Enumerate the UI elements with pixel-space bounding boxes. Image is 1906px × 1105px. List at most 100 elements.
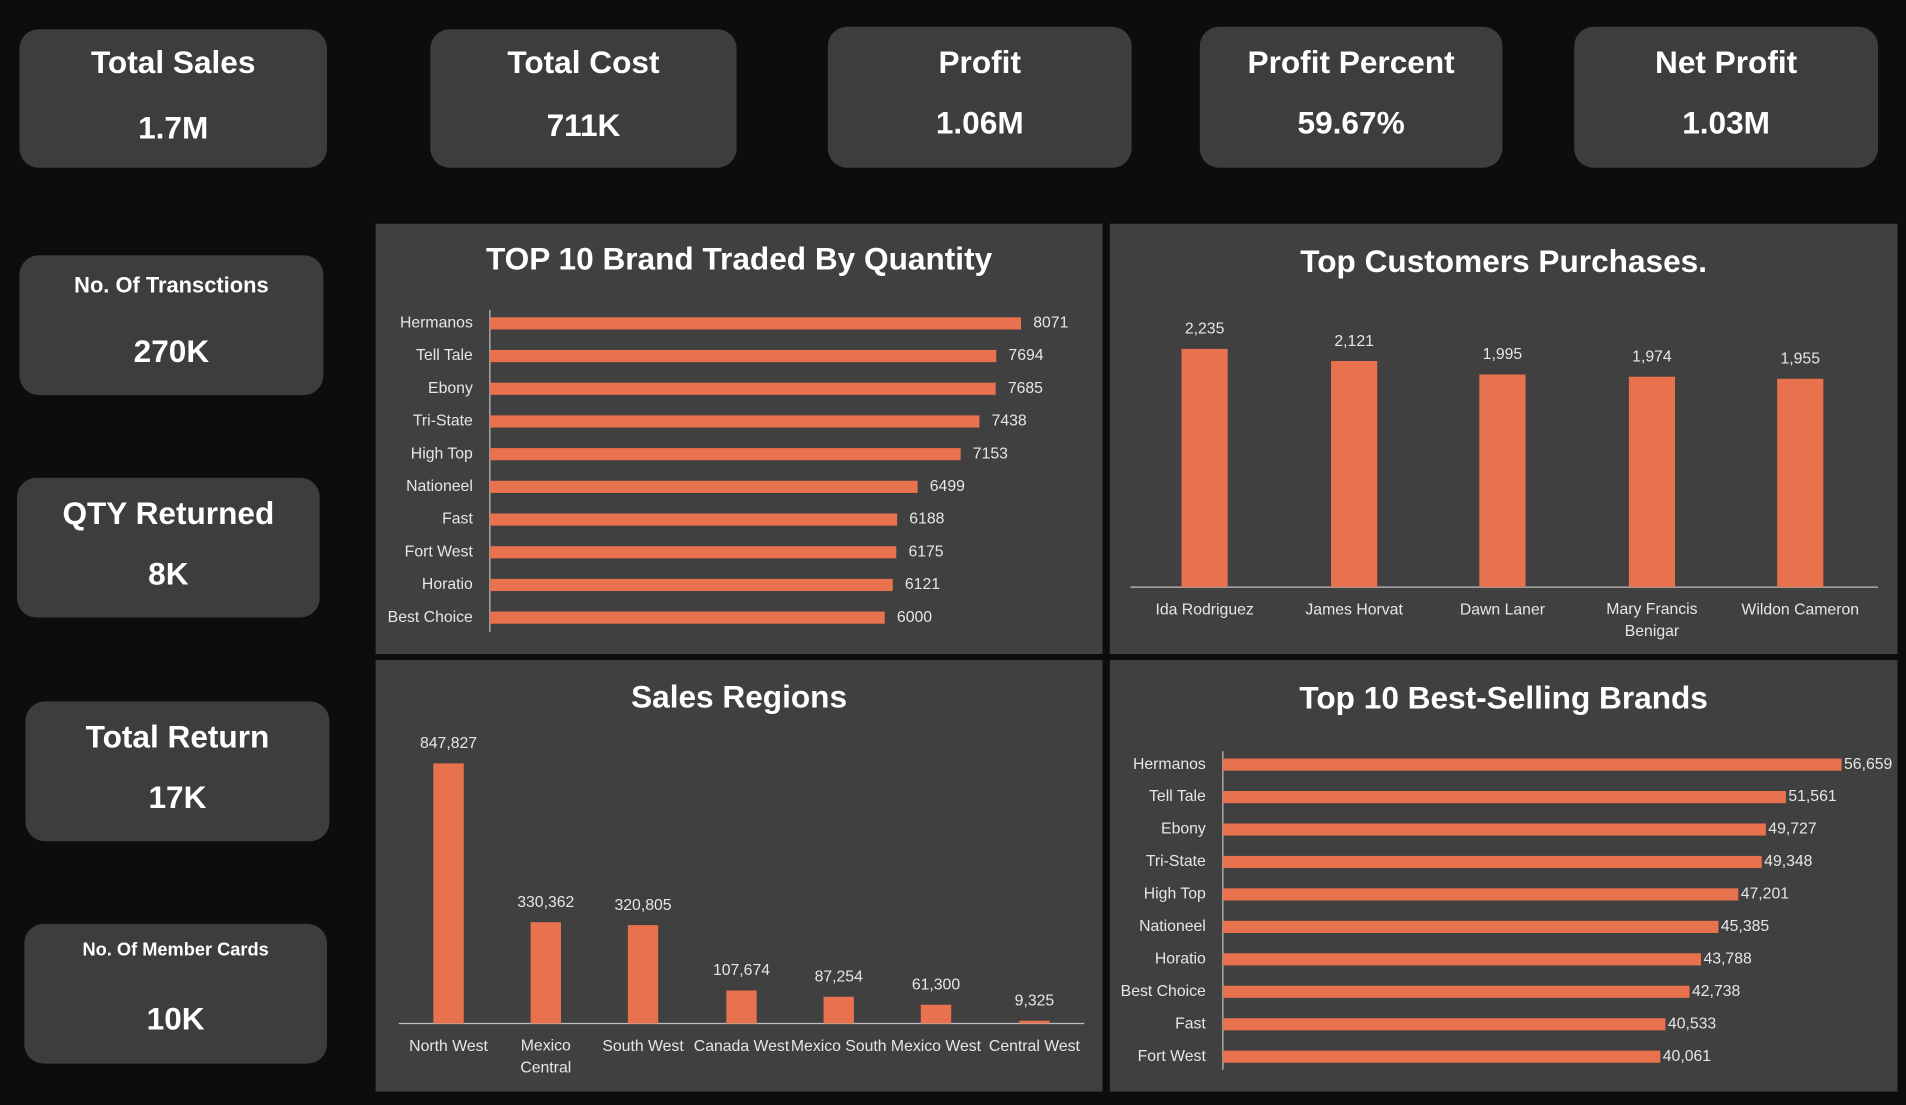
bar xyxy=(1222,985,1690,998)
bar xyxy=(489,349,997,363)
bar xyxy=(1777,378,1824,588)
kpi-card xyxy=(25,701,330,842)
bar xyxy=(1222,823,1766,836)
kpi-value: 59.67% xyxy=(1298,105,1405,141)
bar xyxy=(1628,376,1676,588)
category-label: Wildon Cameron xyxy=(1741,601,1859,618)
category-label: Nationeel xyxy=(406,478,473,495)
kpi-title: No. Of Transctions xyxy=(74,273,268,298)
chart-title: Sales Regions xyxy=(631,678,847,714)
data-label: 2,235 xyxy=(1185,321,1225,338)
category-label: James Horvat xyxy=(1305,601,1403,618)
kpi-title: Profit xyxy=(938,44,1021,80)
kpi-card xyxy=(17,477,320,618)
category-label: South West xyxy=(602,1038,684,1055)
data-label: 107,674 xyxy=(713,962,770,979)
kpi-title: Total Cost xyxy=(507,44,660,80)
data-label: 51,561 xyxy=(1788,788,1837,805)
data-label: 8071 xyxy=(1033,315,1068,332)
category-label: Mary Francis Benigar xyxy=(1606,601,1697,640)
bar xyxy=(1222,920,1719,933)
bar xyxy=(489,415,980,428)
bar xyxy=(1222,888,1739,901)
category-label: Tri-State xyxy=(413,413,473,430)
kpi-value: 1.03M xyxy=(1682,105,1770,141)
kpi-card xyxy=(19,29,327,168)
bar xyxy=(1222,790,1786,804)
category-label: Ebony xyxy=(1161,821,1206,838)
kpi-card xyxy=(19,255,324,396)
bar xyxy=(489,611,885,624)
category-label: North West xyxy=(409,1038,488,1055)
kpi-value: 17K xyxy=(148,779,206,815)
kpi-card xyxy=(827,26,1132,168)
category-label: Tell Tale xyxy=(1149,788,1206,805)
bar xyxy=(489,578,893,592)
data-label: 9,325 xyxy=(1015,992,1055,1009)
bar xyxy=(489,546,897,559)
kpi-title: Total Sales xyxy=(91,44,255,80)
category-label: Mexico West xyxy=(891,1038,982,1055)
data-label: 6188 xyxy=(909,511,944,528)
category-label: Mexico South xyxy=(791,1038,887,1055)
data-label: 1,974 xyxy=(1632,348,1672,365)
bar xyxy=(433,763,464,1024)
data-label: 6000 xyxy=(897,609,932,626)
category-label: Fort West xyxy=(1138,1048,1207,1065)
kpi-value: 8K xyxy=(148,556,189,592)
data-label: 320,805 xyxy=(614,897,671,914)
data-label: 2,121 xyxy=(1334,333,1374,350)
category-label: Ida Rodriguez xyxy=(1155,601,1253,618)
bar xyxy=(489,513,898,526)
bar xyxy=(627,925,659,1024)
kpi-card xyxy=(1199,26,1503,168)
category-label: Nationeel xyxy=(1139,918,1206,935)
data-label: 7685 xyxy=(1008,380,1043,397)
category-label: Ebony xyxy=(428,380,473,397)
bar xyxy=(1222,953,1702,966)
kpi-title: Net Profit xyxy=(1655,44,1798,80)
bar xyxy=(489,317,1022,330)
category-label: Best Choice xyxy=(1121,983,1206,1000)
category-label: Hermanos xyxy=(400,315,473,332)
category-label: Dawn Laner xyxy=(1460,601,1545,618)
bar xyxy=(1181,348,1228,588)
kpi-card xyxy=(430,29,737,168)
data-label: 6121 xyxy=(905,576,940,593)
bar xyxy=(1019,1020,1050,1024)
category-label: Central West xyxy=(989,1038,1081,1055)
category-label: Horatio xyxy=(422,576,473,593)
category-label: High Top xyxy=(1144,886,1206,903)
bar xyxy=(920,1004,952,1024)
kpi-value: 10K xyxy=(147,1000,205,1036)
data-label: 87,254 xyxy=(815,968,864,985)
kpi-card xyxy=(24,923,327,1064)
chart-title: TOP 10 Brand Traded By Quantity xyxy=(486,241,993,277)
data-label: 40,061 xyxy=(1663,1048,1712,1065)
category-label: Fast xyxy=(442,511,473,528)
data-label: 7438 xyxy=(992,413,1027,430)
chart-panel xyxy=(375,660,1103,1092)
data-label: 43,788 xyxy=(1703,951,1752,968)
bar xyxy=(530,922,561,1024)
bar xyxy=(823,996,854,1024)
category-label: Horatio xyxy=(1155,951,1206,968)
data-label: 7694 xyxy=(1008,347,1043,364)
category-label: Canada West xyxy=(694,1038,790,1055)
data-label: 1,955 xyxy=(1780,350,1820,367)
kpi-title: QTY Returned xyxy=(62,495,274,531)
bar xyxy=(489,382,996,395)
bar xyxy=(1331,361,1378,588)
bar xyxy=(489,480,918,493)
data-label: 6499 xyxy=(930,478,965,495)
bar xyxy=(489,448,961,461)
bar xyxy=(1222,855,1762,869)
category-label: Tri-State xyxy=(1146,853,1206,870)
category-label: Fort West xyxy=(405,543,474,560)
data-label: 49,727 xyxy=(1768,821,1816,838)
bar xyxy=(1479,374,1526,588)
data-label: 61,300 xyxy=(912,976,961,993)
kpi-value: 270K xyxy=(134,333,210,369)
category-label: Best Choice xyxy=(388,609,473,626)
